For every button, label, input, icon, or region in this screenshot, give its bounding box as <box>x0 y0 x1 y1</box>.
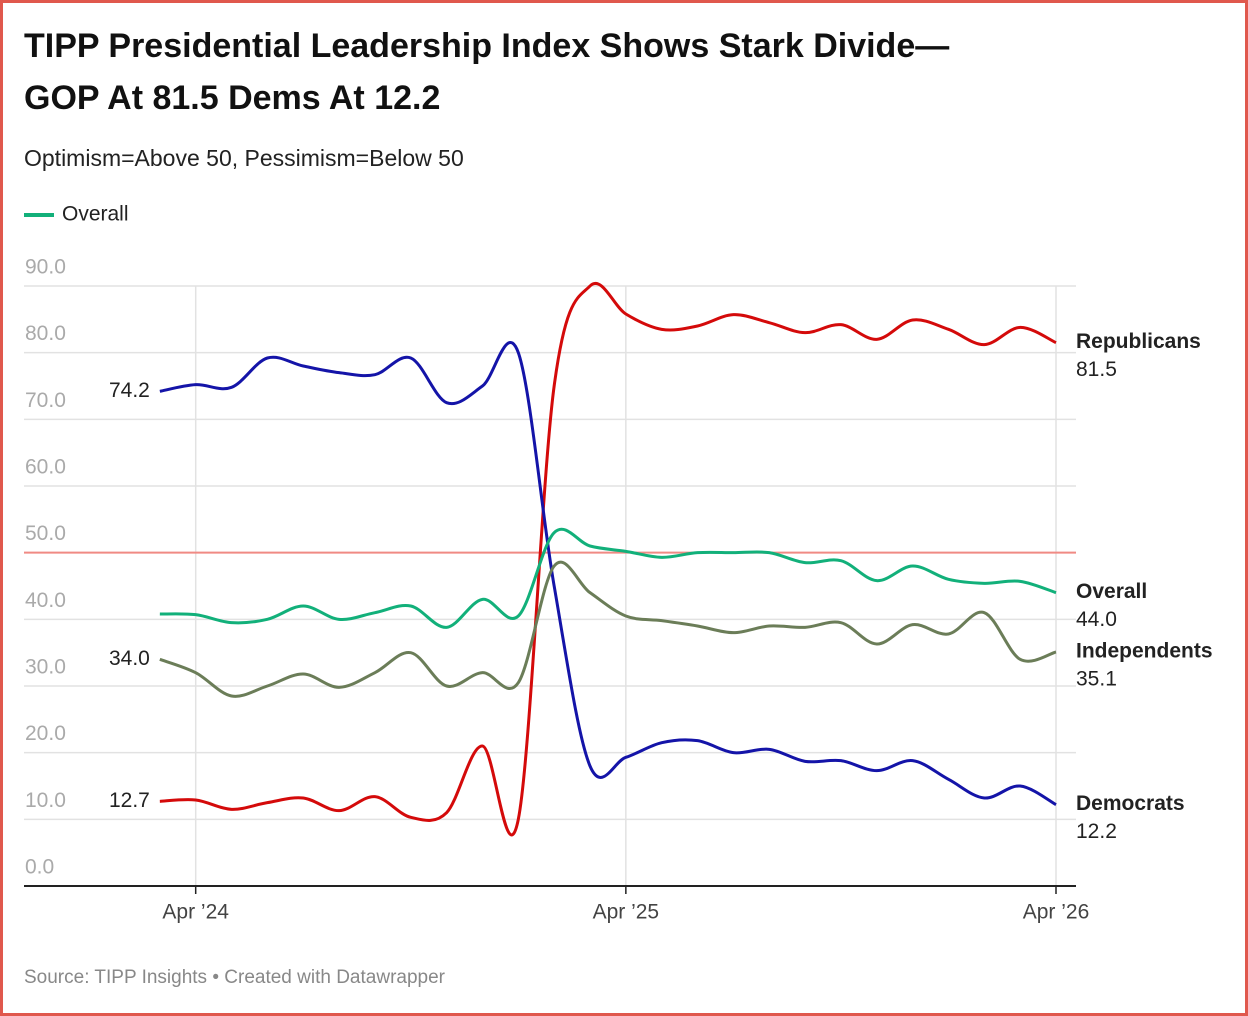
series-line <box>159 527 1057 629</box>
start-label: 12.7 <box>109 789 150 812</box>
source: Source: TIPP Insights • Created with Dat… <box>24 967 446 988</box>
y-tick-label: 30.0 <box>25 656 66 679</box>
y-tick-label: 80.0 <box>25 322 66 345</box>
series-line <box>159 560 1057 698</box>
series-name: Democrats <box>1076 792 1185 815</box>
x-tick-label: Apr ’25 <box>593 901 660 924</box>
series-name: Overall <box>1076 580 1147 603</box>
series-name: Republicans <box>1076 330 1201 353</box>
end-label: 35.1 <box>1076 668 1117 691</box>
series-line <box>159 341 1057 806</box>
y-tick-label: 90.0 <box>25 256 66 279</box>
y-tick-label: 10.0 <box>25 789 66 812</box>
series-line <box>159 282 1057 837</box>
series-name: Independents <box>1076 640 1213 663</box>
start-label: 34.0 <box>109 647 150 670</box>
end-label: 12.2 <box>1076 820 1117 843</box>
y-tick-label: 50.0 <box>25 522 66 545</box>
y-tick-label: 0.0 <box>25 856 54 879</box>
x-tick-label: Apr ’26 <box>1023 901 1090 924</box>
chart-title: TIPP Presidential Leadership Index Shows… <box>24 27 949 65</box>
chart-subtitle: Optimism=Above 50, Pessimism=Below 50 <box>24 145 464 171</box>
y-tick-label: 20.0 <box>25 722 66 745</box>
end-label: 81.5 <box>1076 358 1117 381</box>
chart-title: GOP At 81.5 Dems At 12.2 <box>24 79 440 117</box>
y-tick-label: 60.0 <box>25 456 66 479</box>
y-tick-label: 40.0 <box>25 589 66 612</box>
y-tick-label: 70.0 <box>25 389 66 412</box>
start-label: 74.2 <box>109 379 150 402</box>
end-label: 44.0 <box>1076 608 1117 631</box>
x-tick-label: Apr ’24 <box>162 901 229 924</box>
legend-label: Overall <box>62 203 129 226</box>
